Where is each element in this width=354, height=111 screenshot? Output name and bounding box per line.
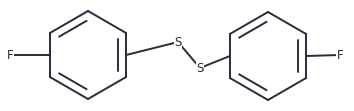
- Text: F: F: [337, 49, 343, 61]
- Text: S: S: [174, 36, 182, 49]
- Text: S: S: [196, 61, 204, 74]
- Text: F: F: [7, 49, 13, 61]
